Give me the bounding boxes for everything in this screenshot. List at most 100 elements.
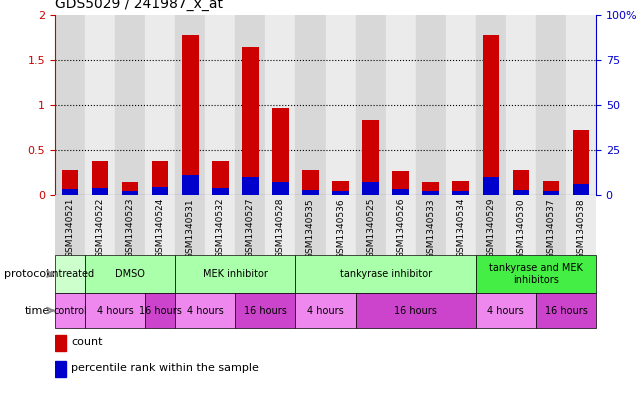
- Bar: [175, 15, 205, 195]
- Bar: [205, 195, 235, 255]
- Bar: [145, 195, 175, 255]
- Text: GSM1340524: GSM1340524: [156, 198, 165, 258]
- Text: 4 hours: 4 hours: [487, 305, 524, 316]
- Text: GSM1340522: GSM1340522: [96, 198, 104, 258]
- Bar: [536, 15, 566, 195]
- Bar: [265, 195, 296, 255]
- Text: untreated: untreated: [46, 269, 94, 279]
- Bar: [265, 15, 296, 195]
- Bar: [415, 195, 445, 255]
- Bar: [182, 175, 199, 195]
- Bar: [302, 170, 319, 195]
- Bar: [536, 293, 596, 328]
- Bar: [85, 15, 115, 195]
- Bar: [55, 360, 66, 377]
- Bar: [115, 15, 145, 195]
- Bar: [92, 161, 108, 195]
- Bar: [572, 184, 589, 195]
- Bar: [453, 191, 469, 195]
- Bar: [422, 182, 439, 195]
- Bar: [392, 171, 409, 195]
- Bar: [543, 191, 559, 195]
- Bar: [272, 182, 288, 195]
- Bar: [362, 120, 379, 195]
- Bar: [326, 15, 356, 195]
- Bar: [296, 293, 356, 328]
- Text: 16 hours: 16 hours: [544, 305, 587, 316]
- Bar: [235, 195, 265, 255]
- Bar: [392, 189, 409, 195]
- Text: 4 hours: 4 hours: [97, 305, 133, 316]
- Bar: [92, 188, 108, 195]
- Bar: [122, 182, 138, 195]
- Bar: [175, 293, 235, 328]
- Bar: [55, 195, 85, 255]
- Bar: [85, 293, 145, 328]
- Text: GSM1340532: GSM1340532: [216, 198, 225, 259]
- Bar: [152, 187, 169, 195]
- Text: time: time: [24, 305, 49, 316]
- Bar: [235, 293, 296, 328]
- Text: GDS5029 / 241987_x_at: GDS5029 / 241987_x_at: [55, 0, 223, 11]
- Text: GSM1340528: GSM1340528: [276, 198, 285, 259]
- Text: 16 hours: 16 hours: [138, 305, 181, 316]
- Bar: [572, 130, 589, 195]
- Text: GSM1340533: GSM1340533: [426, 198, 435, 259]
- Bar: [332, 191, 349, 195]
- Text: GSM1340523: GSM1340523: [126, 198, 135, 259]
- Bar: [362, 182, 379, 195]
- Bar: [212, 188, 229, 195]
- Bar: [85, 195, 115, 255]
- Bar: [386, 195, 415, 255]
- Text: protocol: protocol: [4, 269, 49, 279]
- Text: 4 hours: 4 hours: [187, 305, 224, 316]
- Text: tankyrase inhibitor: tankyrase inhibitor: [340, 269, 431, 279]
- Text: control: control: [53, 305, 87, 316]
- Bar: [235, 15, 265, 195]
- Bar: [415, 15, 445, 195]
- Text: DMSO: DMSO: [115, 269, 145, 279]
- Bar: [145, 293, 175, 328]
- Text: GSM1340535: GSM1340535: [306, 198, 315, 259]
- Bar: [122, 191, 138, 195]
- Bar: [536, 195, 566, 255]
- Text: 16 hours: 16 hours: [244, 305, 287, 316]
- Bar: [296, 255, 476, 293]
- Text: GSM1340526: GSM1340526: [396, 198, 405, 259]
- Bar: [386, 15, 415, 195]
- Bar: [483, 177, 499, 195]
- Bar: [476, 293, 536, 328]
- Bar: [513, 170, 529, 195]
- Bar: [356, 15, 386, 195]
- Bar: [422, 191, 439, 195]
- Bar: [62, 189, 78, 195]
- Text: 4 hours: 4 hours: [307, 305, 344, 316]
- Bar: [296, 195, 326, 255]
- Text: tankyrase and MEK
inhibitors: tankyrase and MEK inhibitors: [489, 263, 583, 285]
- Bar: [62, 170, 78, 195]
- Text: MEK inhibitor: MEK inhibitor: [203, 269, 268, 279]
- Bar: [445, 15, 476, 195]
- Bar: [566, 195, 596, 255]
- Bar: [55, 15, 85, 195]
- Bar: [483, 35, 499, 195]
- Bar: [453, 181, 469, 195]
- Bar: [205, 15, 235, 195]
- Text: GSM1340538: GSM1340538: [576, 198, 585, 259]
- Bar: [506, 195, 536, 255]
- Bar: [356, 293, 476, 328]
- Bar: [332, 181, 349, 195]
- Text: 16 hours: 16 hours: [394, 305, 437, 316]
- Bar: [513, 189, 529, 195]
- Text: percentile rank within the sample: percentile rank within the sample: [71, 363, 259, 373]
- Bar: [55, 255, 85, 293]
- Text: GSM1340527: GSM1340527: [246, 198, 255, 259]
- Bar: [476, 195, 506, 255]
- Bar: [152, 161, 169, 195]
- Bar: [445, 195, 476, 255]
- Bar: [55, 293, 85, 328]
- Bar: [55, 334, 66, 351]
- Bar: [506, 15, 536, 195]
- Bar: [566, 15, 596, 195]
- Bar: [182, 35, 199, 195]
